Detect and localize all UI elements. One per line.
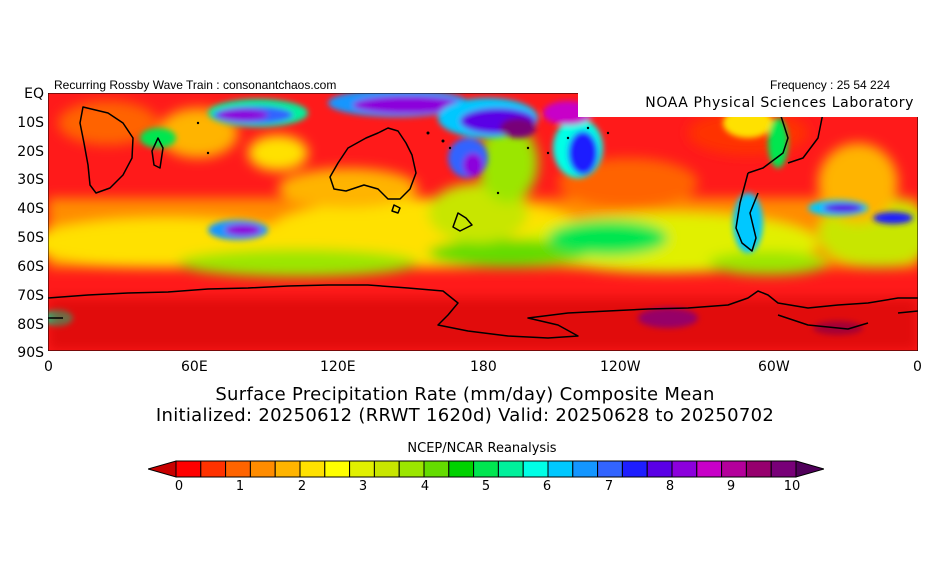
islands <box>196 121 610 195</box>
colorbar-segment <box>373 460 400 478</box>
colorbar-segment <box>745 460 772 478</box>
colorbar-label-4: 4 <box>420 479 430 494</box>
lat-label-10s: 10S <box>17 115 44 131</box>
lon-label-120w: 120W <box>600 359 641 375</box>
colorbar-label-3: 3 <box>358 479 368 494</box>
precipitation-map <box>48 93 918 351</box>
header-left-text: Recurring Rossby Wave Train : consonantc… <box>54 78 337 92</box>
colorbar-segment <box>473 460 499 478</box>
lat-label-20s: 20S <box>17 144 44 160</box>
colorbar-segment <box>671 460 698 478</box>
map-title-line2: Initialized: 20250612 (RRWT 1620d) Valid… <box>155 405 775 426</box>
colorbar-segment <box>497 460 524 478</box>
colorbar-segment <box>423 460 450 478</box>
colorbar-label-8: 8 <box>665 479 675 494</box>
lon-label-180: 180 <box>470 359 497 375</box>
lon-label-120e: 120E <box>320 359 356 375</box>
colorbar-segment <box>597 460 623 478</box>
lon-label-0: 0 <box>44 359 53 375</box>
map-title-line1: Surface Precipitation Rate (mm/day) Comp… <box>215 384 715 405</box>
lon-label-60w: 60W <box>758 359 790 375</box>
lat-label-90s: 90S <box>17 345 44 361</box>
colorbar-segment <box>324 460 351 478</box>
data-source-label: NCEP/NCAR Reanalysis <box>407 441 557 456</box>
colorbar-segment <box>175 460 202 478</box>
colorbar-label-10: 10 <box>783 479 801 494</box>
colorbar-segment <box>721 460 747 478</box>
credit-label: NOAA Physical Sciences Laboratory <box>645 95 914 111</box>
colorbar-segment <box>448 460 475 478</box>
lat-label-40s: 40S <box>17 201 44 217</box>
colorbar-label-2: 2 <box>297 479 307 494</box>
colorbar-arrow-left <box>148 460 177 478</box>
colorbar-segment <box>770 460 797 478</box>
colorbar-segment <box>349 460 375 478</box>
colorbar-arrow-right <box>795 460 824 478</box>
credit-box <box>578 93 918 117</box>
colorbar-label-9: 9 <box>726 479 736 494</box>
lon-label-0-right: 0 <box>913 359 922 375</box>
lat-label-70s: 70S <box>17 288 44 304</box>
colorbar-segment <box>249 460 276 478</box>
precip-field <box>48 93 918 351</box>
lon-label-60e: 60E <box>181 359 208 375</box>
lat-label-50s: 50S <box>17 230 44 246</box>
colorbar-segment <box>621 460 648 478</box>
colorbar-segment <box>696 460 723 478</box>
colorbar-label-7: 7 <box>604 479 614 494</box>
colorbar-segment <box>572 460 599 478</box>
colorbar-label-0: 0 <box>174 479 184 494</box>
colorbar-segment <box>646 460 673 478</box>
header-right-text: Frequency : 25 54 224 <box>770 78 891 92</box>
lat-label-30s: 30S <box>17 172 44 188</box>
colorbar <box>148 460 824 478</box>
lat-label-eq: EQ <box>24 86 44 102</box>
colorbar-segment <box>547 460 574 478</box>
colorbar-label-1: 1 <box>235 479 245 494</box>
colorbar-label-6: 6 <box>542 479 552 494</box>
colorbar-label-5: 5 <box>481 479 491 494</box>
colorbar-segment <box>398 460 425 478</box>
lat-label-80s: 80S <box>17 317 44 333</box>
lat-label-60s: 60S <box>17 259 44 275</box>
colorbar-segment <box>299 460 326 478</box>
colorbar-segment <box>200 460 227 478</box>
colorbar-segment <box>225 460 251 478</box>
colorbar-segment <box>522 460 549 478</box>
colorbar-segment <box>274 460 301 478</box>
